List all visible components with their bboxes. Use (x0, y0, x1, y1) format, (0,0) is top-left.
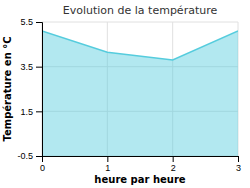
x-tick-label: 0 (40, 163, 45, 173)
y-tick-label: 3.5 (20, 62, 33, 72)
line (42, 31, 238, 60)
y-tick-label: 1.5 (20, 107, 33, 117)
y-tick-mark (36, 22, 42, 23)
y-axis-line (36, 23, 43, 157)
chart: 0 1 2 3 -0.5 1.5 3.5 5.5 Evolution de la tempéra… (0, 0, 250, 188)
y-tick-label: -0.5 (17, 151, 33, 161)
y-tick: 1.5 (20, 107, 42, 117)
x-tick: 1 (105, 156, 110, 173)
x-axis-title: heure par heure (94, 174, 185, 185)
x-tick-label: 1 (105, 163, 110, 173)
x-tick: 3 (236, 156, 241, 173)
title: Evolution de la température (63, 4, 218, 17)
y-tick-mark (36, 156, 42, 157)
y-tick: 5.5 (20, 17, 42, 27)
x-tick-label: 3 (236, 163, 241, 173)
grid (42, 22, 238, 156)
y-axis: -0.5 1.5 3.5 5.5 (17, 17, 42, 161)
x-tick: 0 (40, 156, 45, 173)
marks (42, 31, 238, 156)
y-tick: 3.5 (20, 62, 42, 72)
x-axis: 0 1 2 3 (40, 156, 241, 173)
grid-line (42, 22, 238, 23)
y-tick-mark (36, 111, 42, 112)
x-tick-mark (107, 156, 108, 162)
x-tick: 2 (171, 156, 176, 173)
x-axis-line (43, 157, 239, 163)
x-tick-label: 2 (171, 163, 176, 173)
plot: 0 1 2 3 -0.5 1.5 3.5 5.5 (17, 17, 241, 173)
y-tick-mark (36, 67, 42, 68)
y-axis-title: Température en °C (2, 36, 13, 141)
y-tick-label: 5.5 (20, 17, 33, 27)
x-tick-mark (173, 156, 174, 162)
area (42, 31, 238, 156)
y-tick: -0.5 (17, 151, 42, 161)
x-tick-mark (238, 156, 239, 162)
